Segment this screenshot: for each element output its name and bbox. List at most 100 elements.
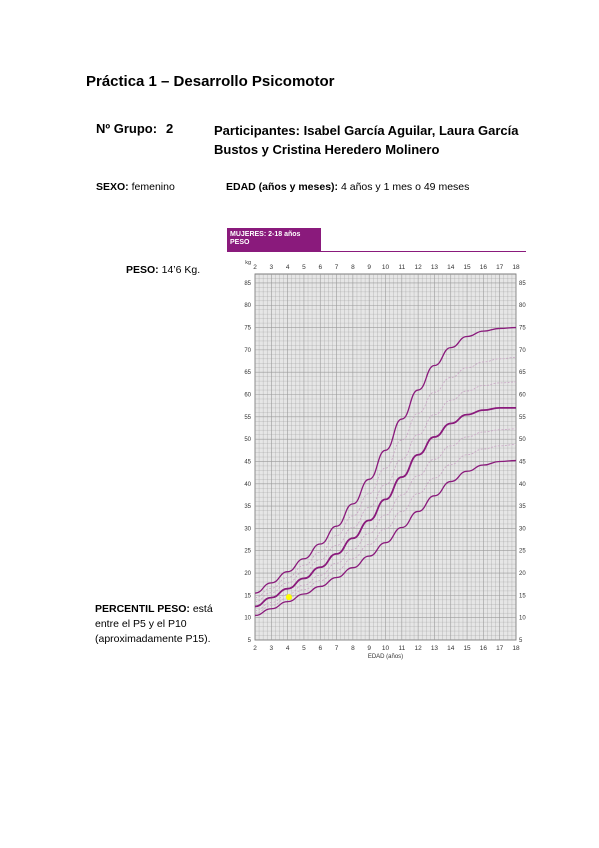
y-tick-label-right: 25 <box>519 549 526 555</box>
x-tick-label-top: 10 <box>382 264 390 271</box>
percentile-curve <box>254 326 517 594</box>
x-tick-label-bottom: 5 <box>302 645 306 652</box>
y-tick-label-right: 80 <box>519 303 526 309</box>
y-tick-label-left: 70 <box>244 348 251 354</box>
x-tick-label-top: 13 <box>431 264 439 271</box>
x-tick-label-top: 17 <box>496 264 504 271</box>
x-tick-label-top: 8 <box>351 264 355 271</box>
x-tick-label-top: 6 <box>318 264 322 271</box>
growth-chart: 2233445566778899101011111212131314141515… <box>244 260 526 660</box>
y-tick-label-right: 40 <box>519 482 526 488</box>
participants: Participantes: Isabel García Aguilar, La… <box>214 121 554 159</box>
age-value: 4 años y 1 mes o 49 meses <box>340 181 470 193</box>
y-tick-label-left: 85 <box>244 281 251 287</box>
y-tick-label-right: 15 <box>519 593 526 599</box>
group-value: 2 <box>166 121 174 136</box>
y-tick-label-right: 35 <box>519 504 526 510</box>
y-tick-label-right: 55 <box>519 415 526 421</box>
group-label: Nº Grupo: <box>96 121 158 136</box>
y-unit-label: kg <box>245 260 251 266</box>
x-tick-label-bottom: 13 <box>431 645 439 652</box>
percentile-curve <box>254 444 517 614</box>
x-tick-label-bottom: 14 <box>447 645 455 652</box>
x-tick-label-bottom: 2 <box>253 645 257 652</box>
x-tick-label-top: 2 <box>253 264 257 271</box>
y-tick-label-left: 25 <box>244 549 251 555</box>
y-tick-label-left: 5 <box>248 638 252 644</box>
chart-header: MUJERES: 2-18 años PESO <box>227 228 321 251</box>
x-tick-label-top: 14 <box>447 264 455 271</box>
age-field: EDAD (años y meses): 4 años y 1 mes o 49… <box>226 181 469 193</box>
y-tick-label-right: 65 <box>519 370 526 376</box>
y-tick-label-left: 10 <box>244 616 251 622</box>
x-tick-label-bottom: 15 <box>463 645 471 652</box>
x-tick-label-bottom: 7 <box>335 645 339 652</box>
percentile-line-2: entre el P5 y el P10 <box>95 618 187 630</box>
x-tick-label-bottom: 6 <box>318 645 322 652</box>
percentile-label: PERCENTIL PESO: <box>95 603 190 615</box>
x-tick-label-bottom: 11 <box>398 645 405 652</box>
percentile-curve <box>254 428 517 611</box>
x-tick-label-bottom: 8 <box>351 645 355 652</box>
y-tick-label-right: 45 <box>519 459 526 465</box>
y-tick-label-left: 50 <box>244 437 251 443</box>
sex-field: SEXO: femenino <box>96 181 175 193</box>
x-tick-label-bottom: 4 <box>286 645 290 652</box>
percentile-text-1: está <box>192 603 213 615</box>
x-tick-label-top: 18 <box>512 264 520 271</box>
weight-value: 14’6 Kg. <box>161 264 201 276</box>
x-tick-label-top: 12 <box>415 264 423 271</box>
y-tick-label-left: 35 <box>244 504 251 510</box>
y-tick-label-right: 60 <box>519 393 526 399</box>
y-tick-label-right: 20 <box>519 571 526 577</box>
y-tick-label-left: 15 <box>244 593 251 599</box>
weight-field: PESO: 14’6 Kg. <box>126 264 200 276</box>
y-tick-label-left: 65 <box>244 370 251 376</box>
x-tick-label-top: 11 <box>398 264 405 271</box>
participants-label: Participantes: <box>214 123 300 138</box>
age-label: EDAD (años y meses): <box>226 181 339 193</box>
x-tick-label-top: 5 <box>302 264 306 271</box>
x-tick-label-bottom: 17 <box>496 645 504 652</box>
y-tick-label-left: 80 <box>244 303 251 309</box>
x-tick-label-top: 3 <box>270 264 274 271</box>
y-tick-label-left: 60 <box>244 393 251 399</box>
percentile-note: PERCENTIL PESO: está entre el P5 y el P1… <box>95 602 225 647</box>
chart-header-line1: MUJERES: 2-18 años <box>230 231 301 238</box>
percentile-curve <box>254 459 517 617</box>
percentile-curve <box>254 407 516 608</box>
y-tick-label-right: 5 <box>519 638 523 644</box>
y-tick-label-left: 45 <box>244 459 251 465</box>
weight-label: PESO: <box>126 264 159 276</box>
y-tick-label-left: 40 <box>244 482 251 488</box>
weight-marker <box>285 594 292 601</box>
percentile-line-3: (aproximadamente P15). <box>95 633 211 645</box>
y-tick-label-right: 70 <box>519 348 526 354</box>
y-tick-label-left: 30 <box>244 526 251 532</box>
x-tick-label-top: 4 <box>286 264 290 271</box>
y-tick-label-right: 85 <box>519 281 526 287</box>
chart-header-line2: PESO <box>230 239 250 246</box>
sex-value: femenino <box>131 181 175 193</box>
y-tick-label-right: 10 <box>519 616 526 622</box>
x-tick-label-top: 15 <box>463 264 471 271</box>
y-tick-label-right: 30 <box>519 526 526 532</box>
x-tick-label-bottom: 16 <box>480 645 488 652</box>
x-tick-label-top: 7 <box>335 264 339 271</box>
x-axis-label: EDAD (años) <box>368 654 403 660</box>
x-tick-label-top: 9 <box>367 264 371 271</box>
sex-label: SEXO: <box>96 181 129 193</box>
x-tick-label-bottom: 3 <box>270 645 274 652</box>
y-tick-label-left: 75 <box>244 326 251 332</box>
y-tick-label-left: 55 <box>244 415 251 421</box>
participants-names: Isabel García Aguilar, Laura García Bust… <box>214 123 519 157</box>
x-tick-label-bottom: 9 <box>367 645 371 652</box>
y-tick-label-right: 50 <box>519 437 526 443</box>
x-tick-label-bottom: 10 <box>382 645 390 652</box>
x-tick-label-top: 16 <box>480 264 488 271</box>
page-title: Práctica 1 – Desarrollo Psicomotor <box>86 73 335 90</box>
x-tick-label-bottom: 18 <box>512 645 520 652</box>
y-tick-label-left: 20 <box>244 571 251 577</box>
y-tick-label-right: 75 <box>519 326 526 332</box>
percentile-curve <box>254 381 517 603</box>
